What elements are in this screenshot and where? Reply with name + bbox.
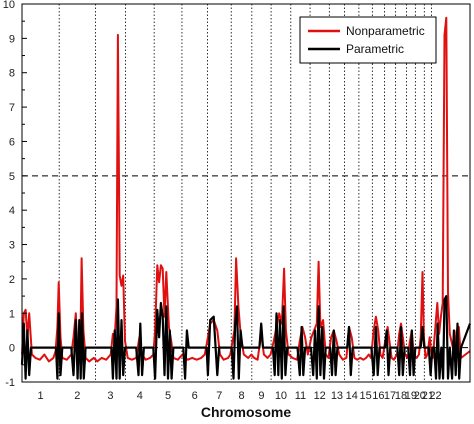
legend: Nonparametric Parametric — [299, 16, 437, 64]
x-tick-label: 5 — [165, 390, 171, 402]
x-tick-label: 16 — [372, 390, 384, 402]
x-tick-label: 12 — [314, 390, 326, 402]
y-tick-label: 0 — [9, 343, 15, 355]
x-tick-label: 2 — [74, 390, 80, 402]
series-parametric-line — [20, 295, 472, 380]
x-tick-label: 20 — [414, 390, 426, 402]
x-tick-label: 22 — [429, 390, 441, 402]
legend-label-parametric: Parametric — [346, 42, 404, 56]
y-tick-label: 5 — [9, 171, 15, 183]
y-tick-label: 3 — [9, 240, 15, 252]
y-tick-label: 10 — [3, 0, 15, 11]
legend-label-nonparametric: Nonparametric — [346, 24, 425, 38]
x-axis-label: Chromosome — [201, 404, 291, 420]
y-tick-label: 6 — [9, 136, 15, 148]
y-axis: 0 1 2 3 4 5 6 7 8 9 10 -1 — [3, 0, 27, 389]
x-tick-label: 21 — [422, 390, 434, 402]
x-tick-label: 3 — [107, 390, 113, 402]
x-tick-label: 6 — [192, 390, 198, 402]
y-tick-label: 9 — [9, 33, 15, 45]
x-tick-label: 18 — [395, 390, 407, 402]
y-tick-label: 8 — [9, 68, 15, 80]
x-tick-label: 7 — [216, 390, 222, 402]
x-tick-label: 4 — [137, 390, 143, 402]
x-tick-label: 19 — [405, 390, 417, 402]
y-tick-label: 1 — [9, 308, 15, 320]
legend-box — [299, 16, 437, 64]
y-tick-label: 7 — [9, 102, 15, 114]
x-tick-label: 15 — [359, 390, 371, 402]
y-tick-label: 4 — [9, 205, 15, 217]
y-tick-label: 2 — [9, 274, 15, 286]
x-tick-label: 14 — [346, 390, 358, 402]
x-tick-label: 17 — [384, 390, 396, 402]
series-lines — [20, 16, 472, 380]
y-tick-label: -1 — [5, 377, 15, 389]
x-tick-label: 8 — [238, 390, 244, 402]
x-tick-label: 13 — [331, 390, 343, 402]
x-tick-label: 9 — [258, 390, 264, 402]
x-tick-label: 10 — [275, 390, 287, 402]
x-tick-label: 1 — [38, 390, 44, 402]
x-tick-label: 11 — [295, 390, 306, 402]
